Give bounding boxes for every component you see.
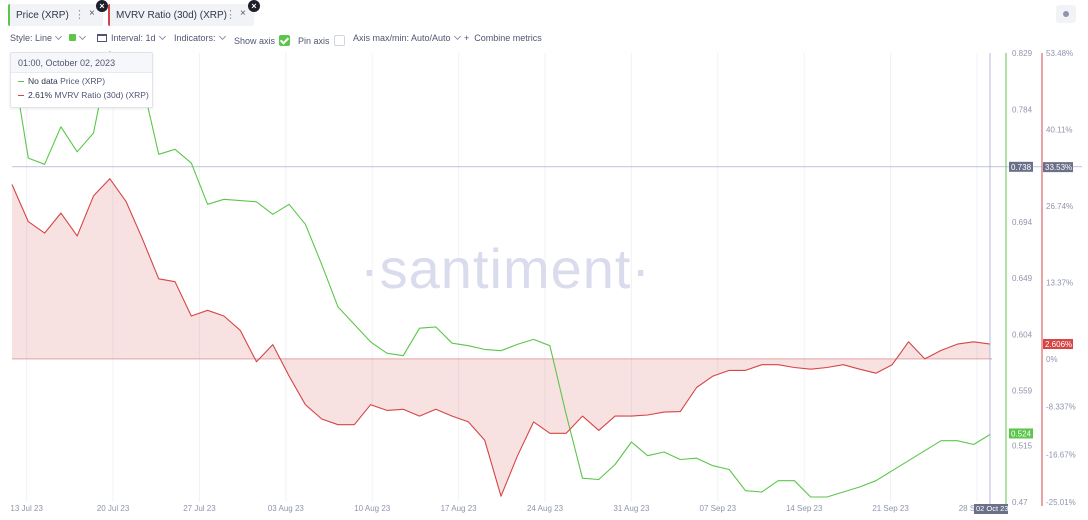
more-options-icon[interactable]: ⋮ — [225, 9, 236, 21]
x-tick-label: 03 Aug 23 — [268, 504, 305, 513]
tooltip-price-name: Price (XRP) — [60, 76, 106, 86]
date-badge-bg — [974, 504, 1008, 514]
price-hover-badge-bg — [1009, 161, 1033, 172]
pin-axis-label: Pin axis — [298, 36, 330, 46]
mvrv-color-bar — [108, 4, 110, 26]
x-tick-label: 24 Aug 23 — [527, 504, 564, 513]
price-tick-label: 0.694 — [1012, 218, 1033, 227]
mvrv-tick-label: -25.01% — [1046, 498, 1076, 507]
mvrv-tick-label: 40.11% — [1046, 125, 1073, 134]
santiment-watermark: ·santiment· — [360, 237, 651, 300]
axis-minmax-label: Axis max/min: Auto/Auto — [353, 33, 451, 43]
x-tick-label: 31 Aug 23 — [613, 504, 650, 513]
pin-axis-toggle[interactable]: Pin axis — [298, 33, 345, 46]
x-tick-label: 17 Aug 23 — [441, 504, 478, 513]
price-tick-label: 0.47 — [1012, 498, 1028, 507]
indicators-label: Indicators: — [174, 33, 216, 43]
price-color-bar — [8, 4, 10, 26]
chart-grid — [26, 53, 978, 502]
price-tick-label: 0.559 — [1012, 387, 1033, 396]
price-hover-badge: 0.738 — [1011, 163, 1032, 172]
x-tick-label: 21 Sep 23 — [872, 504, 909, 513]
x-tick-label: 14 Sep 23 — [786, 504, 823, 513]
plus-icon: + — [464, 33, 470, 43]
interval-select[interactable]: Interval: 1d — [97, 32, 166, 43]
date-badge: 02 Oct 23 — [976, 504, 1009, 513]
x-tick-label: 07 Sep 23 — [700, 504, 737, 513]
tooltip-row-mvrv: 2.61% MVRV Ratio (30d) (XRP) — [11, 90, 152, 103]
mvrv-last-badge-bg — [1043, 339, 1073, 350]
tooltip-mvrv-name: MVRV Ratio (30d) (XRP) — [54, 90, 149, 100]
x-tick-label: 20 Jul 23 — [97, 504, 130, 513]
combine-metrics-label: Combine metrics — [474, 33, 542, 43]
mvrv-tick-label: -8.337% — [1046, 403, 1076, 412]
price-tick-label: 0.784 — [1012, 105, 1033, 114]
hover-marker-layer: 0.738 33.53% 0.524 2.606% 02 Oct 23 — [12, 53, 1082, 514]
price-tick-label: 0.604 — [1012, 330, 1033, 339]
mvrv-hover-badge-bg — [1043, 162, 1073, 173]
show-axis-checkbox[interactable] — [279, 35, 291, 46]
price-line — [11, 51, 991, 498]
mvrv-tick-label: 13.37% — [1046, 278, 1073, 287]
price-legend-line — [18, 81, 24, 82]
hover-tooltip: 01:00, October 02, 2023 No data Price (X… — [10, 52, 153, 108]
mvrv-last-badge: 2.606% — [1045, 340, 1072, 349]
remove-metric-icon[interactable]: × — [89, 8, 95, 19]
color-select[interactable] — [69, 32, 87, 43]
axes-layer: 13 Jul 23 20 Jul 23 27 Jul 23 03 Aug 23 10 A… — [10, 49, 1075, 513]
x-tick-label: 27 Jul 23 — [183, 504, 216, 513]
mvrv-fill-layer — [12, 178, 990, 497]
pin-axis-checkbox[interactable] — [333, 35, 345, 46]
tooltip-row-price: No data Price (XRP) — [11, 76, 152, 89]
x-tick-label: 13 Jul 23 — [10, 504, 43, 513]
style-select[interactable]: Style: Line — [10, 32, 63, 43]
settings-icon — [1063, 11, 1069, 17]
more-options-icon[interactable]: ⋮ — [74, 9, 85, 21]
mvrv-hover-badge: 33.53% — [1045, 163, 1072, 172]
settings-button[interactable] — [1056, 5, 1076, 23]
metrics-bar: Price (XRP) ⋮ × × MVRV Ratio (30d) (XRP)… — [0, 0, 1088, 30]
show-axis-toggle[interactable]: Show axis — [234, 33, 291, 46]
close-icon[interactable]: × — [96, 0, 108, 12]
tooltip-mvrv-value: 2.61% — [28, 90, 53, 100]
interval-label: Interval: 1d — [111, 33, 156, 43]
tooltip-price-value: No data — [28, 76, 58, 86]
mvrv-area — [12, 178, 990, 497]
metric-tab-mvrv[interactable]: MVRV Ratio (30d) (XRP) ⋮ × — [108, 4, 254, 26]
axis-minmax-select[interactable]: Axis max/min: Auto/Auto — [353, 32, 461, 43]
x-tick-label: 10 Aug 23 — [354, 504, 391, 513]
metric-tab-price-label: Price (XRP) — [16, 9, 69, 21]
show-axis-label: Show axis — [234, 36, 276, 46]
price-last-badge: 0.524 — [1011, 429, 1032, 438]
color-swatch — [69, 34, 76, 41]
mvrv-tick-label: 0% — [1046, 355, 1058, 364]
calendar-icon — [97, 34, 107, 42]
mvrv-tick-label: 26.74% — [1046, 202, 1073, 211]
indicators-select[interactable]: Indicators: — [174, 32, 226, 43]
price-last-badge-bg — [1009, 428, 1033, 439]
mvrv-tick-label: 53.48% — [1046, 49, 1073, 58]
price-tick-label: 0.515 — [1012, 442, 1033, 451]
price-tick-label: 0.649 — [1012, 274, 1033, 283]
mvrv-tick-label: -16.67% — [1046, 450, 1076, 459]
tooltip-date: 01:00, October 02, 2023 — [11, 53, 152, 73]
chart-toolbar: Style: Line Interval: 1d Indicators: Sho… — [0, 30, 1088, 48]
mvrv-legend-line — [18, 95, 24, 96]
metric-tab-price[interactable]: Price (XRP) ⋮ × — [8, 4, 103, 26]
series-layer — [11, 51, 991, 498]
combine-metrics-button[interactable]: + Combine metrics — [464, 33, 542, 43]
remove-metric-icon[interactable]: × — [240, 8, 246, 19]
mvrv-line — [11, 178, 991, 497]
metric-tab-mvrv-label: MVRV Ratio (30d) (XRP) — [116, 9, 227, 21]
close-icon[interactable]: × — [248, 0, 260, 12]
style-label: Style: Line — [10, 33, 53, 43]
price-tick-label: 0.829 — [1012, 49, 1033, 58]
